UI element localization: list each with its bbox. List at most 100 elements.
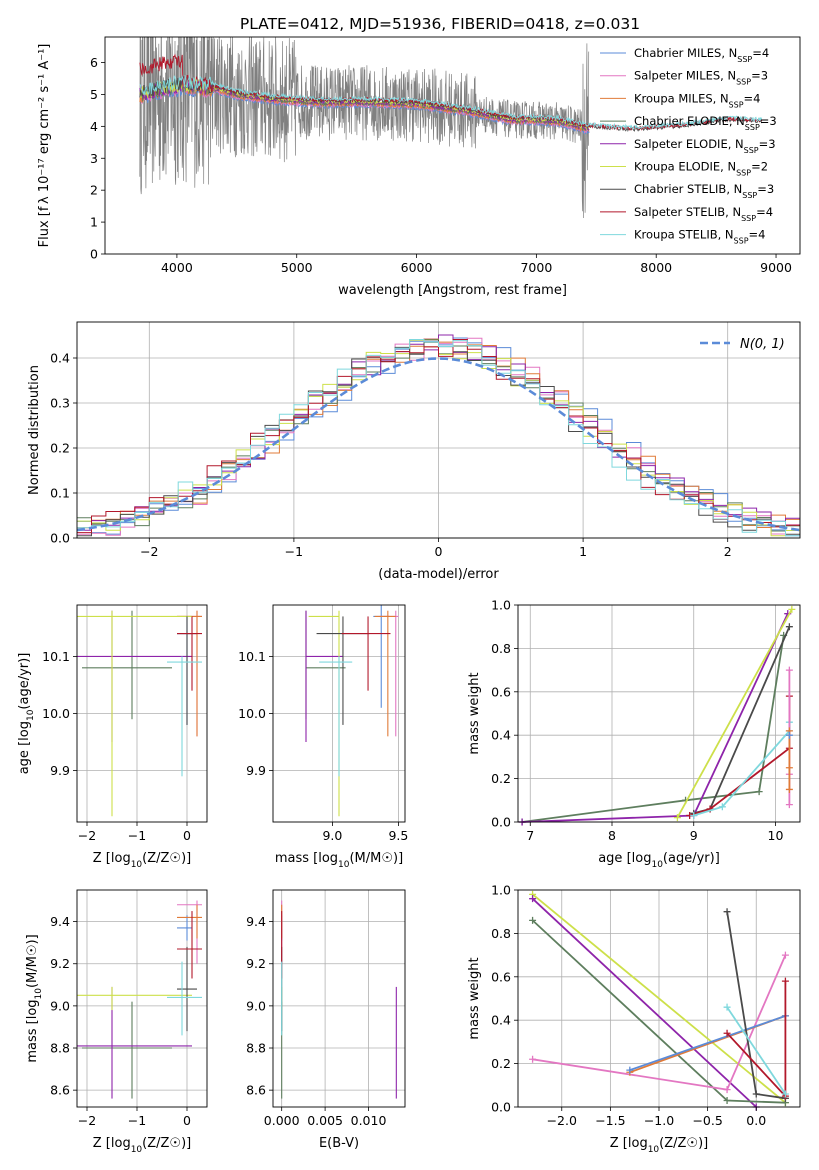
- x-tick-label: −0.5: [692, 1113, 722, 1128]
- weight-marker: [529, 895, 537, 903]
- x-tick-label: −1: [285, 544, 303, 559]
- y-tick-label: 0.4: [491, 1013, 511, 1028]
- axes-frame: [76, 889, 208, 1108]
- legend-entry: Chabrier STELIB, NSSP=3: [634, 182, 774, 200]
- mass-vs-Z-plot: [77, 900, 202, 1099]
- legend-entry: Salpeter ELODIE, NSSP=3: [634, 137, 776, 155]
- y-tick-label: 9.4: [246, 914, 266, 929]
- y-tick-label: 9.9: [246, 763, 266, 778]
- residual-histogram: [77, 339, 800, 537]
- y-tick-label: 1: [90, 215, 98, 230]
- x-axis-label: mass [log10(M/M☉)]: [275, 851, 403, 870]
- weight-marker: [785, 801, 793, 809]
- axes-frame: [517, 604, 801, 823]
- x-tick-label: −2: [78, 828, 96, 843]
- mass-vs-Z-panel: −2 −1 0 8.6 8.8 9.0 9.2 9.4 Z [log10(Z/Z☉)] mass …: [25, 889, 208, 1155]
- x-tick-label: 8000: [640, 260, 672, 275]
- age-vs-mass-panel: 9.0 9.5 9.9 10.0 10.1 mass [log10(M/M☉)]: [238, 604, 408, 870]
- weight-marker: [781, 1090, 789, 1098]
- y-tick-label: 9.2: [246, 956, 266, 971]
- x-tick-label: −2.0: [547, 1113, 577, 1128]
- spectrum-panel: 4000 5000 6000 7000 8000 9000 0 1 2 3 4 5 6 wavelengt…: [37, 36, 801, 298]
- weight-line: [521, 635, 785, 823]
- x-tick-label: 9.5: [388, 828, 408, 843]
- y-tick-label: 9.2: [50, 956, 70, 971]
- y-tick-label: 0.6: [491, 969, 511, 984]
- weight-marker: [529, 1055, 537, 1063]
- x-tick-label: 10: [768, 828, 784, 843]
- data-spectrum: [139, 37, 590, 219]
- x-axis-label: Z [log10(Z/Z☉)]: [93, 851, 191, 870]
- y-tick-label: 0.4: [50, 351, 70, 366]
- y-tick-label: 8.6: [246, 1083, 266, 1098]
- y-tick-label: 0.0: [50, 531, 70, 546]
- y-tick-label: 9.0: [50, 998, 70, 1013]
- y-tick-label: 2: [90, 183, 98, 198]
- x-tick-label: 0.000: [264, 1113, 300, 1128]
- y-tick-label: 3: [90, 151, 98, 166]
- legend-entry: Kroupa ELODIE, NSSP=2: [634, 160, 768, 178]
- y-tick-label: 10.0: [42, 706, 70, 721]
- residual-histogram: [77, 337, 800, 537]
- y-axis-label: age [log10(age/yr)]: [17, 653, 36, 775]
- y-tick-label: 9.0: [246, 998, 266, 1013]
- y-tick-label: 0.8: [491, 926, 511, 941]
- weight-marker: [781, 977, 789, 985]
- x-axis-label: (data-model)/error: [378, 567, 499, 582]
- residual-histogram: [77, 334, 800, 531]
- x-tick-label: 8: [608, 828, 616, 843]
- weight-line: [522, 613, 789, 823]
- weight-marker: [723, 1086, 731, 1094]
- x-axis-label: wavelength [Angstrom, rest frame]: [338, 283, 567, 298]
- y-tick-label: 8.6: [50, 1083, 70, 1098]
- x-tick-label: −1: [128, 1113, 146, 1128]
- y-tick-label: 0: [90, 247, 98, 262]
- residual-histogram: [77, 341, 800, 532]
- legend-entry: Chabrier ELODIE, NSSP=3: [634, 114, 777, 132]
- x-tick-label: 7000: [520, 260, 552, 275]
- y-tick-label: 8.8: [50, 1041, 70, 1056]
- x-tick-label: 0.0: [746, 1113, 766, 1128]
- weight-vs-age-panel: 7 8 9 10 0.0 0.2 0.4 0.6 0.8 1.0 age [log10(age/yr…: [467, 598, 801, 870]
- weight-marker: [752, 1090, 760, 1098]
- weight-marker: [723, 1096, 731, 1104]
- x-axis-label: Z [log10(Z/Z☉)]: [610, 1136, 708, 1155]
- weight-vs-age-plot: [518, 605, 796, 826]
- x-axis-label: age [log10(age/yr)]: [598, 851, 720, 870]
- weight-marker: [723, 1029, 731, 1037]
- weight-marker: [673, 814, 681, 822]
- residual-plot: [77, 334, 800, 537]
- residual-histogram: [77, 339, 800, 537]
- y-tick-label: 0.8: [491, 641, 511, 656]
- y-tick-label: 0.2: [50, 441, 70, 456]
- mass-vs-ebv-panel: 0.000 0.005 0.010 8.6 8.8 9.0 9.2 9.4 E(B-V): [246, 889, 406, 1151]
- normal-curve: [77, 357, 800, 532]
- legend-entry: Kroupa MILES, NSSP=4: [634, 91, 760, 109]
- residual-panel: −2 −1 0 1 2 0.0 0.1 0.2 0.3 0.4 (data-model)/error…: [27, 321, 801, 582]
- weight-line: [726, 1006, 787, 1095]
- legend-entry: Salpeter MILES, NSSP=3: [634, 69, 768, 87]
- weight-marker: [690, 811, 698, 819]
- x-tick-label: 9.0: [322, 828, 342, 843]
- y-tick-label: 10.1: [238, 649, 266, 664]
- y-tick-label: 6: [90, 55, 98, 70]
- y-tick-label: 5: [90, 87, 98, 102]
- y-tick-label: 8.8: [246, 1041, 266, 1056]
- weight-marker: [529, 916, 537, 924]
- spectrum-plot: [139, 37, 763, 219]
- x-tick-label: −1.0: [644, 1113, 674, 1128]
- y-tick-label: 0.2: [491, 1056, 511, 1071]
- y-axis-label: Normed distribution: [27, 365, 42, 495]
- model-spectrum: [139, 77, 590, 131]
- x-tick-label: 0: [183, 1113, 191, 1128]
- y-axis-label: mass [log10(M/M☉)]: [25, 934, 44, 1062]
- y-tick-label: 0.1: [50, 486, 70, 501]
- weight-marker: [626, 1066, 634, 1074]
- legend-entry: N(0, 1): [740, 337, 785, 352]
- weight-marker: [723, 1003, 731, 1011]
- legend-entry: Salpeter STELIB, NSSP=4: [634, 205, 773, 223]
- legend: Chabrier MILES, NSSP=4 Salpeter MILES, NS…: [600, 46, 777, 245]
- legend-entry: Chabrier MILES, NSSP=4: [634, 46, 769, 64]
- weight-line: [676, 608, 793, 819]
